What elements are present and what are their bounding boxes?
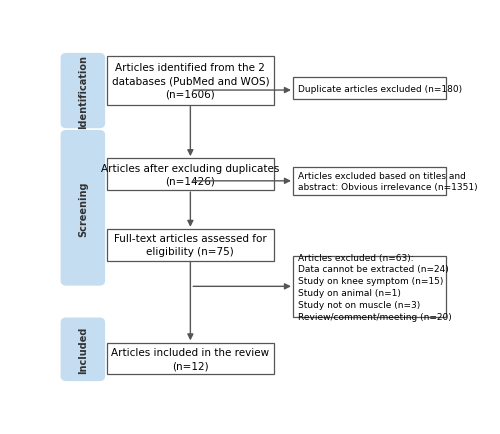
FancyBboxPatch shape bbox=[60, 318, 105, 381]
Text: Articles excluded based on titles and
abstract: Obvious irrelevance (n=1351): Articles excluded based on titles and ab… bbox=[298, 171, 478, 192]
FancyBboxPatch shape bbox=[60, 131, 105, 286]
Text: Articles after excluding duplicates
(n=1426): Articles after excluding duplicates (n=1… bbox=[101, 163, 280, 187]
Text: Articles included in the review
(n=12): Articles included in the review (n=12) bbox=[112, 347, 270, 370]
FancyBboxPatch shape bbox=[60, 54, 105, 129]
Text: Identification: Identification bbox=[78, 55, 88, 128]
Text: Duplicate articles excluded (n=180): Duplicate articles excluded (n=180) bbox=[298, 85, 462, 93]
Text: Articles excluded (n=63):
Data cannot be extracted (n=24)
Study on knee symptom : Articles excluded (n=63): Data cannot be… bbox=[298, 253, 452, 321]
Text: Included: Included bbox=[78, 326, 88, 373]
Text: Articles identified from the 2
databases (PubMed and WOS)
(n=1606): Articles identified from the 2 databases… bbox=[112, 63, 269, 99]
Text: Screening: Screening bbox=[78, 181, 88, 236]
Text: Full-text articles assessed for
eligibility (n=75): Full-text articles assessed for eligibil… bbox=[114, 233, 267, 256]
FancyBboxPatch shape bbox=[293, 78, 446, 100]
FancyBboxPatch shape bbox=[107, 343, 274, 375]
FancyBboxPatch shape bbox=[107, 57, 274, 105]
FancyBboxPatch shape bbox=[293, 256, 446, 318]
FancyBboxPatch shape bbox=[293, 168, 446, 196]
FancyBboxPatch shape bbox=[107, 159, 274, 191]
FancyBboxPatch shape bbox=[107, 229, 274, 261]
